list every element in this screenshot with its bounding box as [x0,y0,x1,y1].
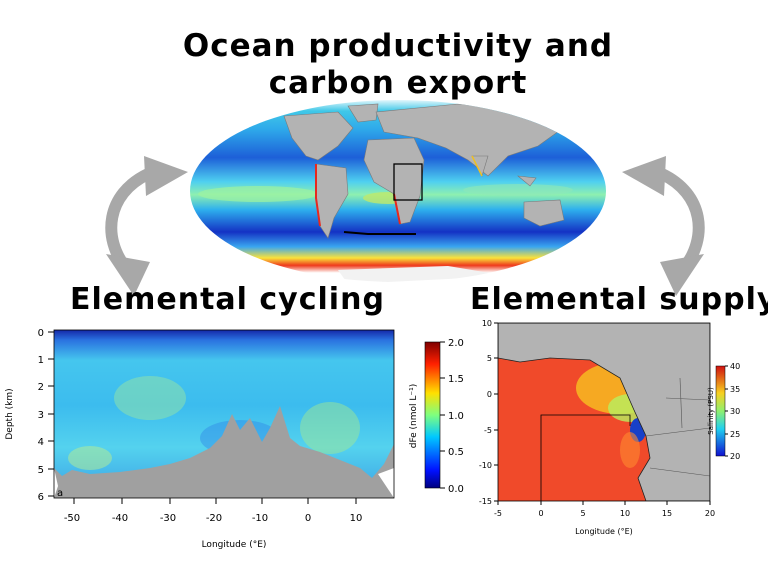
x-axis-right: -5 0 5 10 15 20 [494,501,715,518]
elemental-cycling-heading: Elemental cycling [70,282,385,317]
study-region-box [393,163,423,201]
dfe-colorbar-ticks: 0.0 0.5 1.0 1.5 2.0 [440,338,464,495]
svg-text:-40: -40 [112,513,128,524]
svg-text:10: 10 [620,509,630,518]
svg-text:35: 35 [730,385,740,394]
map-title-line2: carbon export [268,65,528,101]
x-axis-label-right: Longitude (°E) [575,527,633,536]
salinity-colorbar-ticks: 20 25 30 35 40 [725,362,740,461]
y-axis-right: 10 5 0 -5 -10 -15 [479,319,498,506]
svg-text:4: 4 [38,437,44,448]
dfe-section-plot: a 0 1 2 3 4 5 6 Depth (km) -50 -40 -30 -… [5,328,464,550]
svg-text:3: 3 [38,410,44,421]
svg-text:0.5: 0.5 [448,447,464,458]
salinity-colorbar [715,365,726,457]
arrow-right-cycle [622,156,705,296]
svg-text:-5: -5 [494,509,502,518]
svg-text:5: 5 [38,465,44,476]
svg-text:0: 0 [487,390,492,399]
svg-text:1.0: 1.0 [448,411,464,422]
svg-text:-30: -30 [160,513,176,524]
svg-text:-5: -5 [484,426,492,435]
elemental-supply-heading: Elemental supply [470,282,768,317]
dfe-colorbar [424,341,441,489]
svg-text:15: 15 [662,509,672,518]
salinity-map-plot: 10 5 0 -5 -10 -15 -5 0 5 10 15 20 Longit… [479,319,740,536]
svg-text:0: 0 [305,513,311,524]
svg-text:20: 20 [705,509,715,518]
cruise-transect-line [343,231,416,235]
y-axis-left: 0 1 2 3 4 5 6 [38,328,54,503]
world-productivity-map [190,100,606,282]
svg-text:2.0: 2.0 [448,338,464,349]
panel-letter-a: a [57,488,63,499]
svg-text:5: 5 [487,354,492,363]
svg-text:-20: -20 [206,513,222,524]
dfe-colorbar-label: dFe (nmol L⁻¹) [409,384,419,449]
svg-text:0: 0 [38,328,44,339]
x-axis-left: -50 -40 -30 -20 -10 0 10 [64,498,363,524]
x-axis-label-left: Longitude (°E) [202,540,267,550]
svg-text:-50: -50 [64,513,80,524]
svg-text:30: 30 [730,407,740,416]
svg-text:10: 10 [350,513,363,524]
svg-text:1: 1 [38,355,44,366]
svg-text:2: 2 [38,382,44,393]
map-title-line1: Ocean productivity and [182,28,614,64]
svg-text:-10: -10 [479,461,492,470]
svg-text:6: 6 [38,492,44,503]
svg-text:5: 5 [580,509,585,518]
svg-text:0.0: 0.0 [448,484,464,495]
arrow-left-cycle [105,156,188,296]
svg-text:40: 40 [730,362,740,371]
svg-text:-15: -15 [479,497,492,506]
svg-text:-10: -10 [252,513,268,524]
y-axis-label-depth: Depth (km) [5,388,15,439]
svg-text:10: 10 [482,319,492,328]
svg-text:25: 25 [730,430,740,439]
salinity-subregion-box [540,414,631,501]
salinity-colorbar-label: Salinity (PSU) [707,387,715,435]
svg-text:1.5: 1.5 [448,374,464,385]
svg-text:0: 0 [538,509,543,518]
svg-text:20: 20 [730,452,740,461]
